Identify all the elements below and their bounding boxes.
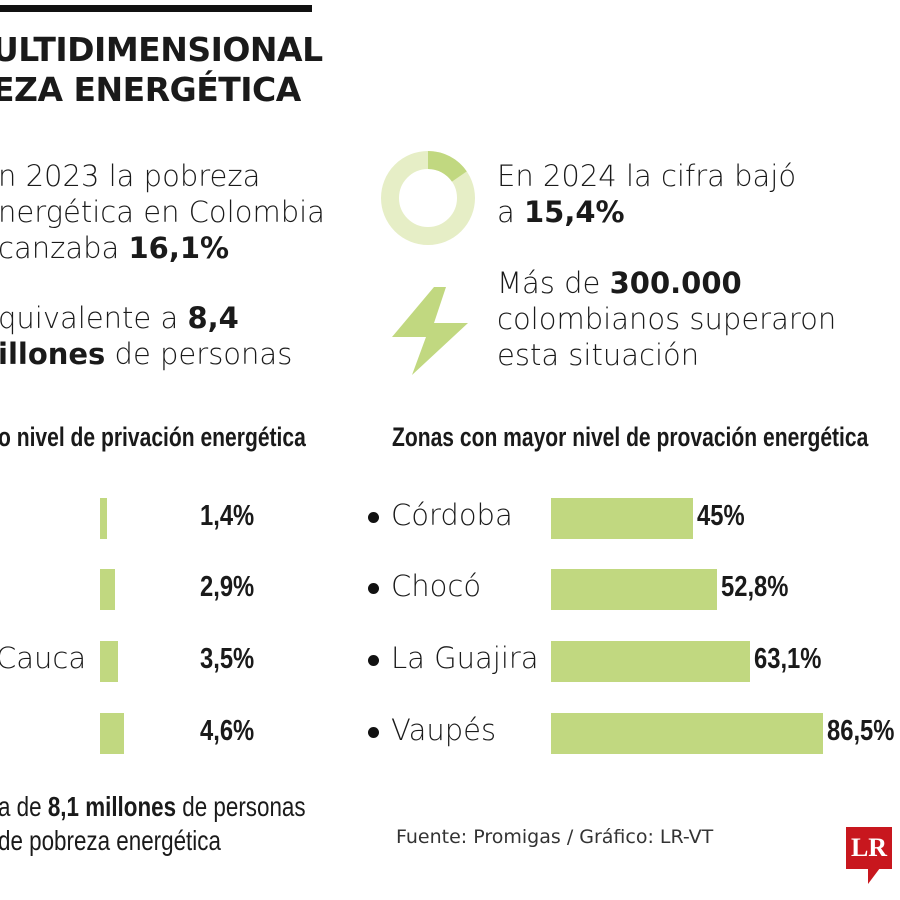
page-title-line2: EZA ENERGÉTICA: [0, 70, 301, 109]
value-label: 4,6%: [200, 715, 255, 747]
value-label: 63,1%: [754, 643, 822, 675]
bullet-icon: [368, 582, 379, 594]
fact-equivalent-line1: quivalente a 8,4: [0, 300, 292, 336]
chart-left-title: o nivel de privación energética: [0, 422, 306, 452]
chart-right-title: Zonas con mayor nivel de provación energ…: [392, 422, 869, 452]
fact-2024-value: 15,4%: [524, 195, 625, 229]
top-rule: [0, 5, 312, 12]
lightning-bolt-icon: [392, 287, 468, 375]
fact-2024-line2: a 15,4%: [497, 194, 796, 230]
bar-2: [100, 641, 118, 682]
bullet-icon: [368, 726, 379, 738]
fact-overcome: Más de 300.000 colombianos superaron est…: [497, 265, 836, 373]
fact-overcome-value: 300.000: [609, 266, 742, 300]
fact-2024-text: a: [497, 195, 524, 229]
bar-1: [551, 569, 717, 610]
footer-text: a de: [0, 791, 48, 822]
zone-item: Vaupés: [368, 713, 496, 747]
zone-item: Córdoba: [368, 498, 513, 532]
value-label: 2,9%: [200, 571, 255, 603]
footer-line1: a de 8,1 millones de personas: [0, 790, 306, 824]
value-label: 3,5%: [200, 643, 255, 675]
zone-item: La Guajira: [368, 641, 539, 675]
zone-item: Chocó: [368, 569, 481, 603]
footer-note: a de 8,1 millones de personas de pobreza…: [0, 790, 306, 858]
fact-2024-line1: En 2024 la cifra bajó: [497, 159, 797, 193]
fact-2023-value: 16,1%: [128, 231, 230, 265]
fact-2023-line3: canzaba 16,1%: [0, 230, 325, 266]
fact-equivalent-tail: de personas: [105, 337, 293, 371]
category-label: Chocó: [391, 569, 482, 603]
bar-0: [551, 498, 693, 539]
page-title-line1: ULTIDIMENSIONAL: [0, 30, 323, 69]
bar-0: [100, 498, 107, 539]
bar-3: [100, 713, 124, 754]
donut-chart-icon: [381, 151, 475, 245]
fact-equivalent-unit: illones: [0, 337, 106, 371]
fact-overcome-text: Más de: [497, 266, 610, 300]
category-label: Córdoba: [391, 498, 513, 532]
bar-3: [551, 713, 823, 754]
bullet-icon: [368, 654, 379, 666]
fact-equivalent-value: 8,4: [187, 301, 239, 335]
fact-overcome-line1: Más de 300.000: [497, 265, 836, 301]
fact-2023-line1: n 2023 la pobreza: [0, 159, 261, 193]
category-label: Cauca: [0, 641, 87, 675]
value-label: 86,5%: [827, 715, 895, 747]
fact-overcome-line3: esta situación: [497, 338, 700, 372]
fact-2023-line2: nergética en Colombia: [0, 195, 325, 229]
bar-2: [551, 641, 750, 682]
fact-equivalent: quivalente a 8,4 illones de personas: [0, 300, 292, 372]
lr-logo: LR: [846, 827, 892, 869]
footer-line2: de pobreza energética: [0, 825, 221, 856]
donut-fill: [381, 151, 475, 245]
bullet-icon: [368, 511, 379, 523]
value-label: 52,8%: [721, 571, 789, 603]
source-note: Fuente: Promigas / Gráfico: LR-VT: [396, 826, 714, 848]
fact-overcome-line2: colombianos superaron: [497, 302, 837, 336]
bar-1: [100, 569, 115, 610]
fact-2023: n 2023 la pobreza nergética en Colombia …: [0, 158, 325, 266]
value-label: 45%: [697, 500, 745, 532]
lr-logo-tail: [868, 868, 880, 884]
category-label: La Guajira: [391, 641, 539, 675]
fact-equivalent-line2: illones de personas: [0, 336, 292, 372]
footer-tail: de personas: [176, 791, 306, 822]
value-label: 1,4%: [200, 500, 255, 532]
fact-2024: En 2024 la cifra bajó a 15,4%: [497, 158, 796, 230]
fact-2023-text: canzaba: [0, 231, 129, 265]
footer-value: 8,1 millones: [47, 791, 177, 822]
fact-equivalent-text: quivalente a: [0, 301, 188, 335]
category-label: Vaupés: [391, 713, 497, 747]
